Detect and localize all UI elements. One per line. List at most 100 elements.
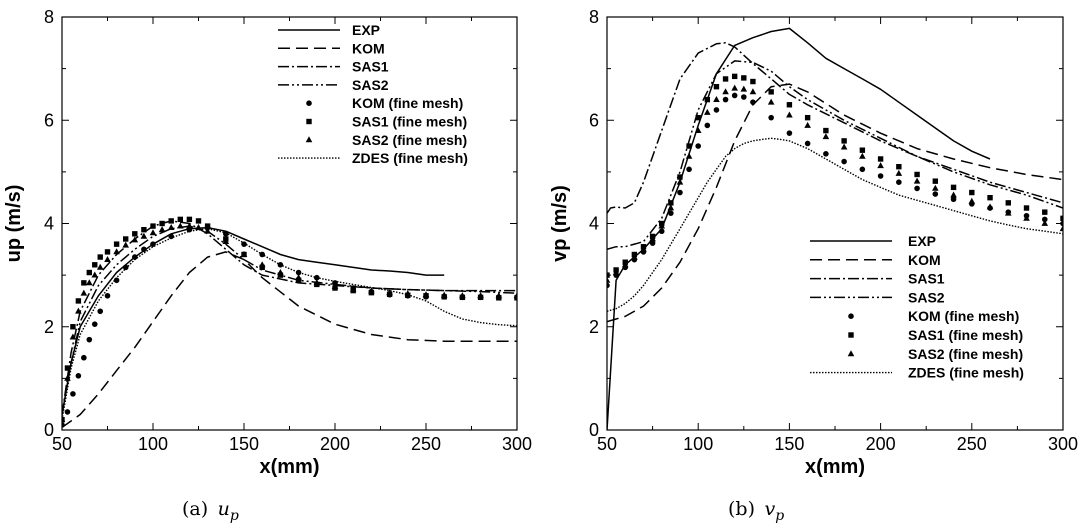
x-axis: 50 100 150 200 250 300 xyxy=(52,17,532,454)
data-point xyxy=(495,292,503,299)
data-point xyxy=(313,279,321,286)
y-tick-label: 0 xyxy=(44,420,54,440)
data-point xyxy=(859,166,866,173)
data-point xyxy=(859,152,866,159)
data-point xyxy=(259,264,265,271)
data-point xyxy=(1041,219,1049,226)
legend-entry: KOM (fine mesh) xyxy=(848,308,1019,324)
y-tick-label: 8 xyxy=(589,7,599,27)
legend: EXP KOM SAS1 SAS2 KOM (fine mesh) SAS1 (fine … xyxy=(278,22,468,166)
x-tick-label: 200 xyxy=(866,434,896,454)
data-point xyxy=(722,96,729,103)
legend-label: SAS2 xyxy=(908,289,945,305)
caption-symbol: u xyxy=(218,498,230,520)
x-axis: 50 100 150 200 250 300 xyxy=(597,17,1078,454)
data-point xyxy=(332,280,338,286)
data-point xyxy=(97,254,103,260)
legend-entry: SAS1 xyxy=(810,271,945,287)
data-point xyxy=(422,291,430,298)
data-point xyxy=(459,292,466,299)
data-point xyxy=(649,235,656,242)
data-point xyxy=(349,285,357,292)
data-point xyxy=(70,391,76,397)
y-tick-label: 4 xyxy=(589,214,599,234)
y-axis-label: up (m/s) xyxy=(3,185,25,263)
legend-entry: KOM (fine mesh) xyxy=(306,95,463,111)
data-point xyxy=(368,287,375,294)
data-point xyxy=(841,158,847,165)
data-point xyxy=(195,224,202,231)
series-exp-line xyxy=(62,226,445,415)
series-zdes-fine-mesh-line xyxy=(62,227,517,420)
legend-label: KOM xyxy=(352,40,385,56)
data-point xyxy=(741,94,747,100)
caption-prefix: (b) xyxy=(728,498,765,520)
data-point xyxy=(768,114,774,121)
legend-label: SAS1 (fine mesh) xyxy=(352,114,467,130)
data-point xyxy=(676,178,684,185)
data-point xyxy=(295,269,302,276)
legend-entry: EXP xyxy=(278,22,380,38)
caption-subscript: p xyxy=(230,508,239,524)
data-point xyxy=(86,336,93,343)
data-point xyxy=(86,269,92,276)
data-point xyxy=(186,216,193,223)
legend-entry: SAS2 (fine mesh) xyxy=(847,346,1023,362)
data-point xyxy=(1023,205,1030,211)
legend-marker xyxy=(306,118,312,125)
data-point xyxy=(513,292,517,299)
plot-area xyxy=(62,216,517,429)
data-point xyxy=(913,177,921,184)
data-point xyxy=(159,220,165,227)
legend-entry: ZDES (fine mesh) xyxy=(278,150,468,166)
data-point xyxy=(122,241,129,248)
data-point xyxy=(768,89,774,95)
y-tick-label: 0 xyxy=(589,420,599,440)
data-point xyxy=(932,184,939,191)
data-point xyxy=(91,271,99,278)
data-point xyxy=(1023,214,1030,221)
legend-marker xyxy=(848,313,854,320)
y-tick-label: 6 xyxy=(589,110,599,130)
legend-label: ZDES (fine mesh) xyxy=(908,365,1024,381)
legend-marker xyxy=(306,100,312,106)
data-point xyxy=(80,289,88,296)
data-point xyxy=(204,227,211,234)
legend-entry: EXP xyxy=(810,233,936,249)
data-point xyxy=(704,108,711,115)
series-sas1-fine-mesh xyxy=(607,73,1063,278)
data-point xyxy=(295,274,302,281)
panel-caption: (a) up xyxy=(182,498,239,524)
plot-area xyxy=(607,27,1063,430)
data-point xyxy=(75,372,82,379)
data-point xyxy=(222,237,230,244)
data-point xyxy=(149,229,157,236)
legend-entry: SAS2 xyxy=(278,77,389,93)
data-point xyxy=(62,416,66,423)
data-point xyxy=(295,277,302,283)
data-point xyxy=(1059,225,1063,232)
data-point xyxy=(749,88,757,95)
data-point xyxy=(677,174,683,180)
data-point xyxy=(914,185,920,192)
data-point xyxy=(741,75,747,81)
caption-subscript: p xyxy=(775,508,784,524)
data-point xyxy=(150,223,156,229)
series-exp-line xyxy=(607,27,991,430)
legend-marker xyxy=(305,136,313,143)
x-tick-label: 250 xyxy=(411,434,441,454)
data-point xyxy=(241,241,247,247)
data-point xyxy=(97,308,104,315)
y-tick-label: 2 xyxy=(44,317,54,337)
data-point xyxy=(104,249,111,255)
legend-entry: ZDES (fine mesh) xyxy=(810,365,1024,381)
data-point xyxy=(70,324,76,330)
data-point xyxy=(1005,200,1011,206)
x-tick-label: 300 xyxy=(1048,434,1078,454)
caption-prefix: (a) xyxy=(182,498,218,520)
data-point xyxy=(123,236,129,242)
data-point xyxy=(81,280,87,286)
legend-label: KOM xyxy=(908,252,941,268)
data-point xyxy=(750,78,756,85)
data-point xyxy=(1060,220,1063,227)
